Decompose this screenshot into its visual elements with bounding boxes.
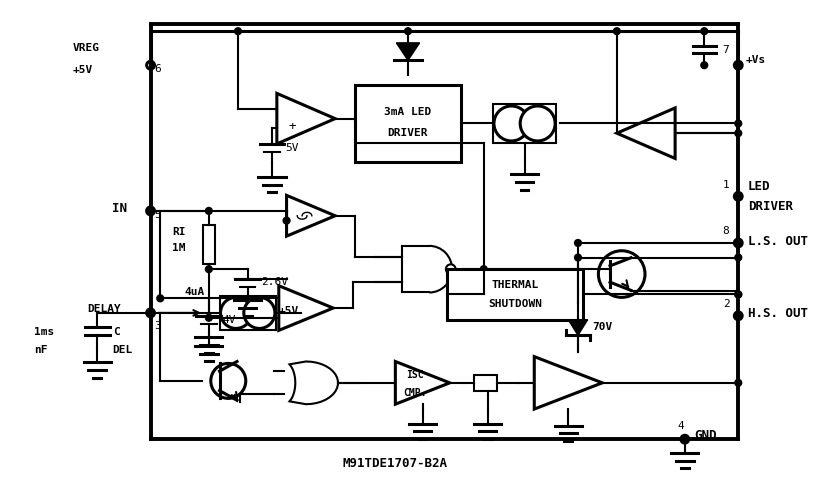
Text: 1: 1 [723, 180, 729, 190]
Bar [447, 269, 583, 320]
Circle shape [735, 313, 742, 319]
Text: 1ms: 1ms [34, 327, 55, 337]
Circle shape [734, 312, 742, 320]
Circle shape [404, 28, 412, 35]
Text: C: C [112, 327, 120, 337]
Text: SHUTDOWN: SHUTDOWN [488, 299, 542, 309]
Text: 3: 3 [155, 322, 161, 331]
Circle shape [735, 130, 742, 137]
Circle shape [575, 313, 581, 319]
Circle shape [148, 310, 154, 316]
Circle shape [681, 435, 689, 443]
Text: 1M: 1M [172, 243, 186, 253]
Text: 6: 6 [155, 64, 161, 74]
Circle shape [734, 239, 742, 247]
Text: RI: RI [172, 227, 186, 237]
Text: 8: 8 [723, 227, 729, 236]
Circle shape [283, 217, 290, 224]
Circle shape [520, 106, 555, 141]
Text: CMP.: CMP. [403, 387, 426, 398]
Text: DRIVER: DRIVER [388, 128, 428, 138]
Circle shape [244, 298, 275, 328]
Bar [474, 375, 497, 391]
Text: 5V: 5V [285, 143, 299, 153]
Text: THERMAL: THERMAL [491, 280, 539, 290]
Text: GND: GND [694, 429, 717, 442]
Circle shape [701, 62, 707, 69]
Circle shape [701, 28, 707, 35]
Text: 7: 7 [723, 44, 729, 55]
Bar [220, 296, 275, 330]
Text: L.S. OUT: L.S. OUT [748, 235, 808, 247]
Text: +: + [289, 120, 296, 133]
Bar [355, 85, 461, 162]
Polygon shape [617, 108, 675, 158]
Text: 2: 2 [723, 299, 729, 309]
Text: M91TDE1707-B2A: M91TDE1707-B2A [343, 457, 448, 470]
Text: H.S. OUT: H.S. OUT [748, 307, 808, 320]
Text: DRIVER: DRIVER [748, 199, 793, 213]
Circle shape [205, 314, 212, 321]
Circle shape [735, 120, 742, 127]
Text: 4uA: 4uA [184, 286, 205, 297]
Circle shape [156, 295, 164, 302]
Text: +Vs: +Vs [746, 56, 766, 65]
Bar [493, 104, 556, 142]
Circle shape [681, 436, 688, 442]
Circle shape [734, 61, 742, 69]
Text: 3mA LED: 3mA LED [385, 107, 432, 117]
Text: 4: 4 [677, 421, 684, 430]
Circle shape [211, 363, 246, 398]
Circle shape [480, 266, 487, 272]
Circle shape [735, 193, 742, 200]
Circle shape [147, 61, 155, 69]
Text: nF: nF [34, 345, 47, 355]
Circle shape [598, 251, 645, 298]
Circle shape [614, 28, 620, 35]
Text: VREG: VREG [73, 43, 100, 53]
Circle shape [205, 208, 212, 214]
Circle shape [148, 208, 154, 214]
Circle shape [205, 266, 212, 272]
Text: DELAY: DELAY [87, 304, 121, 314]
Circle shape [735, 254, 742, 261]
Text: 2.6V: 2.6V [262, 277, 289, 287]
Text: LED: LED [748, 180, 770, 193]
Circle shape [446, 264, 456, 274]
Circle shape [147, 207, 155, 215]
Circle shape [147, 309, 155, 317]
Circle shape [575, 240, 581, 246]
Text: DEL: DEL [112, 345, 133, 355]
Circle shape [735, 380, 742, 386]
Circle shape [494, 106, 529, 141]
Circle shape [734, 192, 742, 200]
Circle shape [735, 291, 742, 298]
Text: +5V: +5V [73, 65, 93, 75]
Circle shape [575, 254, 581, 261]
Text: 5: 5 [155, 210, 161, 220]
Text: 70V: 70V [593, 323, 613, 332]
Circle shape [735, 62, 742, 69]
Circle shape [735, 240, 742, 246]
Polygon shape [396, 43, 420, 60]
Text: 4V: 4V [222, 315, 236, 325]
Circle shape [235, 28, 241, 35]
Bar [203, 226, 214, 264]
Text: ISC: ISC [406, 370, 424, 380]
Text: +5V: +5V [279, 306, 299, 316]
Circle shape [221, 298, 252, 328]
Text: IN: IN [112, 202, 126, 215]
Circle shape [735, 291, 742, 298]
Polygon shape [568, 320, 588, 335]
Polygon shape [289, 361, 338, 404]
